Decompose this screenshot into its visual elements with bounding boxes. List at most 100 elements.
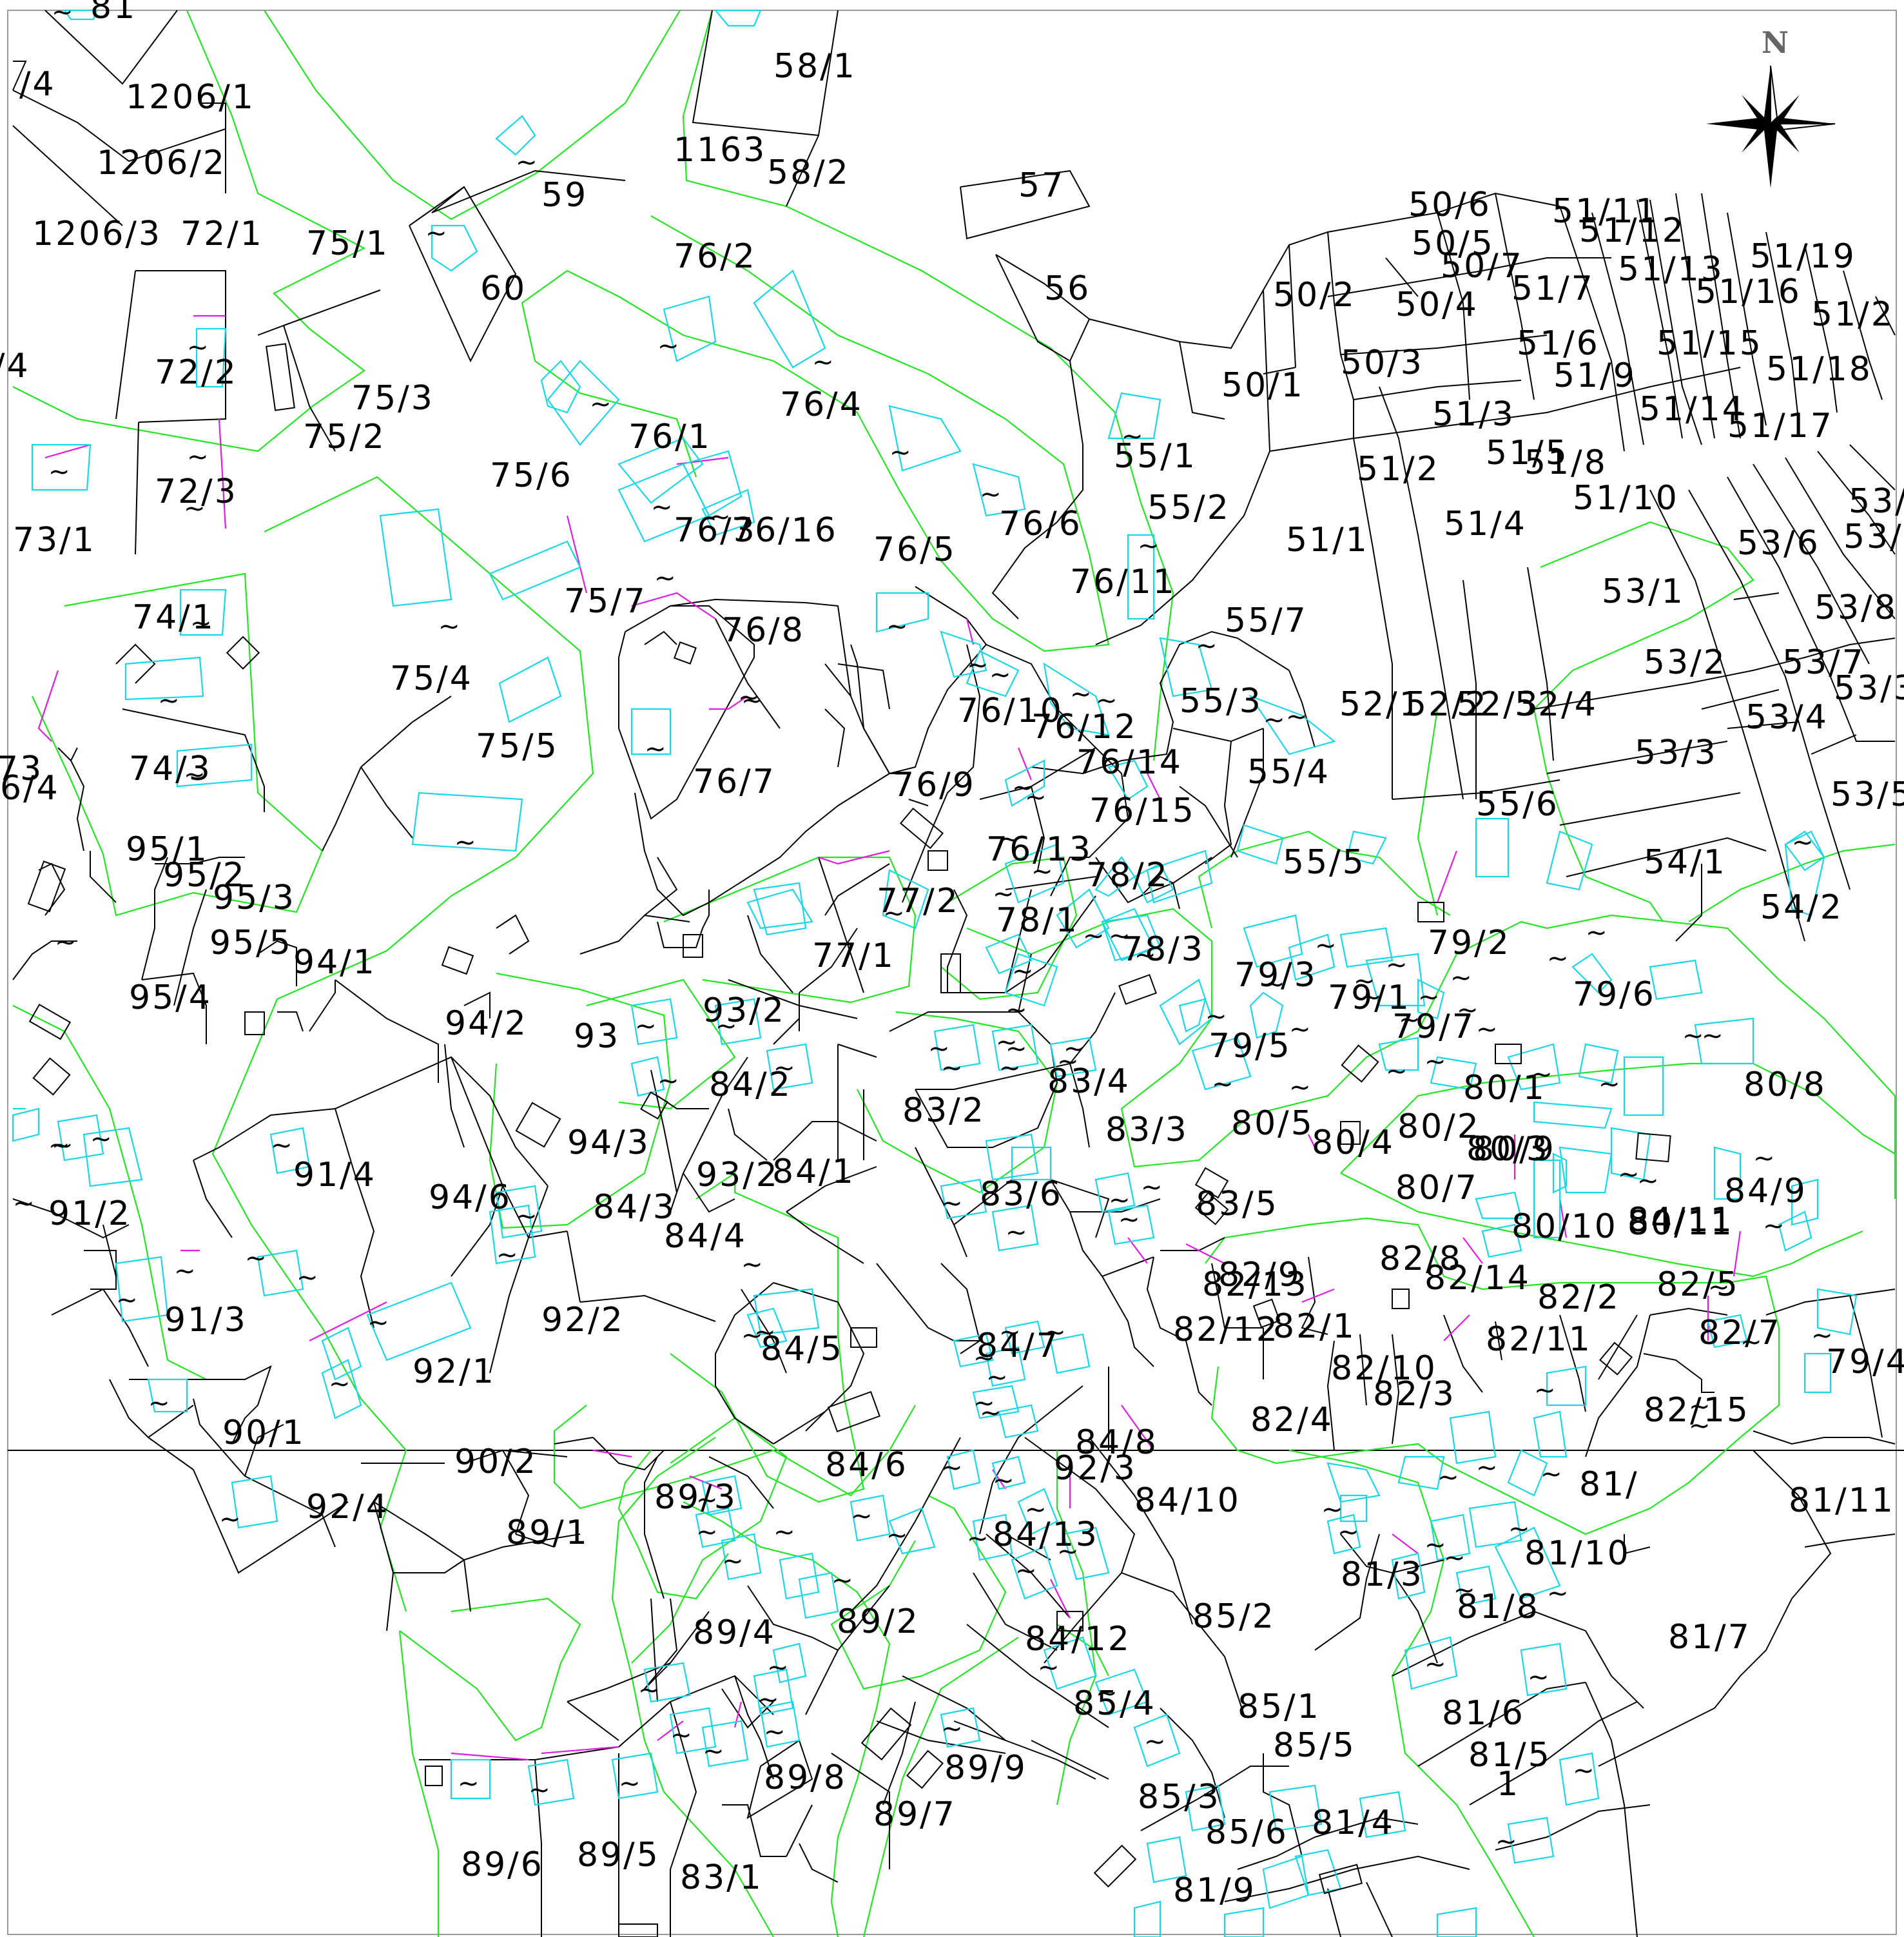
svg-text:~: ~ [1012, 957, 1034, 986]
parcel-label: 51/17 [1727, 407, 1834, 445]
parcel-label: 93/2 [696, 1156, 779, 1194]
parcel-label: 80/10 [1511, 1207, 1618, 1246]
svg-text:~: ~ [1689, 1392, 1711, 1421]
svg-text:~: ~ [986, 1363, 1008, 1392]
parcel-label: 83/3 [1105, 1111, 1189, 1149]
svg-text:~: ~ [657, 331, 679, 361]
svg-text:~: ~ [1547, 1579, 1569, 1608]
svg-text:~: ~ [1337, 1517, 1359, 1547]
parcel-label: 79/6 [1573, 975, 1656, 1014]
svg-text:~: ~ [1453, 1575, 1475, 1605]
parcel-label: 74/3 [129, 750, 212, 788]
svg-text:~: ~ [1598, 1069, 1620, 1099]
svg-text:~: ~ [1031, 857, 1053, 886]
svg-text:~: ~ [174, 1256, 196, 1286]
parcel-label: 51/13 [1618, 250, 1724, 289]
parcel-label: 81/4 [1312, 1804, 1395, 1842]
parcel-label: 92/1 [413, 1352, 496, 1391]
parcel-label: 80/1 [1463, 1069, 1546, 1107]
north-label: N [1762, 25, 1789, 60]
svg-text:~: ~ [458, 1769, 480, 1798]
svg-text:~: ~ [941, 1714, 963, 1744]
parcel-label: 94/2 [445, 1004, 528, 1043]
parcel-label: 80/5 [1231, 1104, 1314, 1143]
parcel-label: 1163 [674, 131, 766, 170]
svg-text:~: ~ [1618, 1160, 1640, 1189]
parcel-label: /4 [0, 347, 30, 385]
parcel-label: 80/3 [1466, 1130, 1549, 1169]
svg-text:~: ~ [999, 1053, 1021, 1083]
parcel-label: 1206/3 [32, 215, 162, 253]
parcel-label: 83/5 [1196, 1185, 1279, 1223]
svg-text:~: ~ [738, 683, 760, 712]
svg-text:~: ~ [271, 1131, 293, 1160]
parcel-label: 95/2 [163, 856, 246, 895]
parcel-label: 53/9 [1843, 518, 1904, 556]
parcel-label: 84/4 [664, 1217, 747, 1256]
parcel-label: 89/4 [693, 1613, 776, 1652]
svg-text:~: ~ [1015, 1556, 1037, 1586]
svg-text:~: ~ [999, 824, 1021, 854]
parcel-label: 82/10 [1331, 1349, 1437, 1388]
svg-text:~: ~ [184, 760, 206, 790]
parcel-label: 72/3 [155, 472, 238, 511]
svg-text:~: ~ [1205, 1002, 1227, 1031]
svg-text:~: ~ [883, 899, 905, 928]
svg-text:~: ~ [1534, 1376, 1556, 1405]
parcel-label: 95/5 [209, 924, 293, 962]
svg-text:~: ~ [1708, 1272, 1730, 1302]
svg-text:~: ~ [1057, 1047, 1079, 1076]
parcel-label: 75/7 [564, 582, 647, 621]
parcel-label: 81/8 [1457, 1588, 1540, 1626]
parcel-label: 76/13 [986, 830, 1093, 869]
parcel-label: 53/5 [1849, 482, 1904, 521]
parcel-label: 75/4 [390, 659, 473, 698]
svg-text:~: ~ [1689, 1411, 1711, 1441]
parcel-label: 51/16 [1695, 273, 1802, 311]
parcel-label: 83/2 [902, 1091, 986, 1130]
parcel-label: 82/2 [1537, 1278, 1620, 1317]
parcel-label: 90/2 [454, 1443, 538, 1481]
parcel-label: 92/3 [1054, 1449, 1137, 1488]
svg-text:~: ~ [993, 879, 1015, 909]
parcel-label: 81/9 [1173, 1871, 1256, 1910]
parcel-label: 91/2 [48, 1194, 131, 1233]
svg-text:~: ~ [52, 1131, 73, 1160]
parcel-label: 92/4 [306, 1488, 389, 1526]
svg-text:~: ~ [1118, 1205, 1140, 1234]
parcel-label: 50/5 [1412, 224, 1495, 263]
parcel-label: 51/15 [1656, 324, 1763, 363]
svg-text:~: ~ [1096, 686, 1118, 715]
parcel-label: 82/14 [1424, 1259, 1531, 1298]
parcel-label: 81/11 [1789, 1481, 1895, 1520]
svg-text:~: ~ [1289, 1073, 1311, 1102]
parcel-label: 51/2 [1357, 450, 1440, 489]
parcel-label: 52/2 [1405, 685, 1488, 724]
svg-text:~: ~ [1763, 1211, 1785, 1241]
parcel-label: 52/4 [1515, 685, 1598, 724]
svg-text:~: ~ [1457, 995, 1479, 1025]
map-frame [7, 10, 1897, 1935]
svg-text:~: ~ [52, 0, 73, 27]
svg-text:~: ~ [635, 1011, 657, 1041]
parcel-label: 53/2 [1644, 643, 1727, 682]
parcel-label: 82/12 [1173, 1310, 1279, 1349]
parcel-label: 55/6 [1476, 785, 1559, 824]
svg-text:~: ~ [773, 1517, 795, 1547]
svg-text:~: ~ [980, 1398, 1002, 1428]
parcel-label: 80/7 [1395, 1169, 1479, 1207]
parcel-label: 77/2 [877, 882, 960, 920]
parcel-label: 79/4 [1826, 1343, 1904, 1381]
svg-text:~: ~ [1057, 1537, 1079, 1566]
svg-text:~: ~ [190, 608, 212, 638]
svg-text:~: ~ [1096, 1679, 1118, 1708]
buildings [12, 9, 1858, 1937]
parcel-label: 54/1 [1644, 843, 1727, 882]
parcel-label: 51/2 [1811, 295, 1894, 334]
parcel-label: 81/10 [1524, 1534, 1631, 1573]
parcel-label: 53/6 [1737, 524, 1820, 563]
parcel-label: 52/3 [1457, 685, 1540, 724]
svg-text:~: ~ [889, 438, 911, 467]
ground-markers: ~ ~ ~ ~ ~ ~ ~ ~ ~ ~ ~ ~ ~ ~ ~ ~ ~ ~ ~ ~ … [13, 0, 1833, 1856]
